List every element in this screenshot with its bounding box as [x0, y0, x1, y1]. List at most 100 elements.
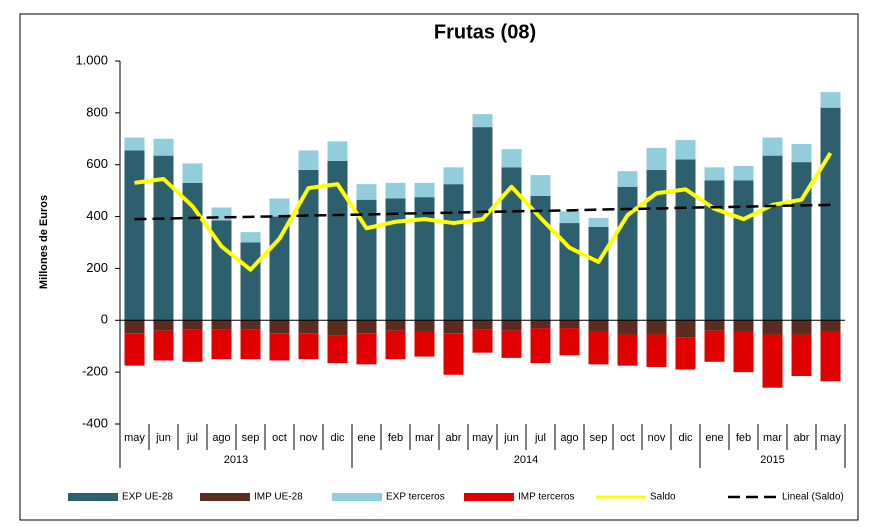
x-tick-label: may	[820, 432, 841, 444]
bar-segment	[298, 169, 319, 321]
x-tick-label: mar	[415, 432, 434, 444]
x-tick-label: nov	[648, 432, 666, 444]
bar-segment	[385, 320, 406, 331]
x-tick-label: ago	[212, 432, 230, 444]
bar-segment	[820, 320, 841, 332]
bar-segment	[559, 211, 580, 224]
bar-segment	[559, 223, 580, 321]
bar-segment	[791, 143, 812, 163]
bar-segment	[240, 242, 261, 321]
bar-segment	[791, 320, 812, 335]
bar-segment	[443, 320, 464, 334]
group-label: 2013	[224, 454, 248, 466]
bar-segment	[211, 220, 232, 321]
y-tick-label: 600	[86, 156, 108, 171]
bar-segment	[153, 330, 174, 361]
bar-segment	[501, 149, 522, 168]
bar-segment	[559, 320, 580, 329]
x-tick-label: feb	[388, 432, 403, 444]
x-tick-label: nov	[300, 432, 318, 444]
bar-segment	[356, 333, 377, 365]
bar-segment	[530, 175, 551, 196]
bar-segment	[501, 330, 522, 358]
bar-segment	[820, 331, 841, 382]
y-tick-label: 800	[86, 104, 108, 119]
y-tick-label: 400	[86, 208, 108, 223]
bar-segment	[530, 328, 551, 364]
line-series	[134, 203, 831, 221]
bar-segment	[733, 166, 754, 181]
group-label: 2014	[514, 454, 538, 466]
bar-segment	[704, 320, 725, 331]
legend-label: Lineal (Saldo)	[782, 492, 844, 503]
x-tick-label: jun	[503, 432, 519, 444]
line-series	[134, 151, 833, 272]
legend-swatch	[68, 493, 118, 501]
group-label: 2015	[760, 454, 784, 466]
bar-segment	[791, 334, 812, 377]
x-tick-label: may	[472, 432, 493, 444]
bar-segment	[530, 320, 551, 329]
bar-segment	[443, 333, 464, 375]
bar-segment	[762, 334, 783, 388]
bar-segment	[733, 331, 754, 373]
x-tick-label: ene	[357, 432, 375, 444]
x-tick-label: sep	[590, 432, 608, 444]
bar-segment	[211, 329, 232, 360]
x-tick-label: jun	[155, 432, 171, 444]
bar-segment	[704, 180, 725, 321]
bar-segment	[472, 329, 493, 353]
bar-segment	[646, 320, 667, 335]
bar-segment	[443, 184, 464, 321]
bar-segment	[124, 150, 145, 321]
bar-segment	[762, 155, 783, 321]
bar-segment	[240, 329, 261, 360]
bar-segment	[327, 141, 348, 161]
bar-segment	[269, 216, 290, 321]
y-tick-label: 200	[86, 260, 108, 275]
bar-segment	[327, 335, 348, 364]
y-tick-label: 0	[101, 312, 108, 327]
bar-segment	[675, 140, 696, 160]
x-tick-label: abr	[446, 432, 462, 444]
x-tick-label: oct	[620, 432, 635, 444]
bar-segment	[733, 320, 754, 332]
bar-segment	[182, 163, 203, 183]
bar-segment	[617, 171, 638, 187]
bar-segment	[385, 330, 406, 360]
x-tick-label: dic	[678, 432, 693, 444]
y-tick-label: -400	[82, 415, 108, 430]
bar-segment	[588, 320, 609, 332]
bar-segment	[385, 198, 406, 321]
x-tick-label: ago	[560, 432, 578, 444]
legend-swatch	[200, 493, 250, 501]
bar-segment	[588, 217, 609, 227]
bar-segment	[153, 155, 174, 321]
legend-label: Saldo	[650, 492, 676, 503]
bar-segment	[646, 334, 667, 367]
bar-segment	[443, 167, 464, 185]
bar-segment	[182, 320, 203, 330]
bar-segment	[414, 182, 435, 198]
bar-segment	[617, 320, 638, 335]
bar-segment	[559, 328, 580, 356]
x-tick-label: jul	[186, 432, 198, 444]
bar-segment	[675, 159, 696, 321]
bar-segment	[124, 137, 145, 151]
bar-segment	[356, 320, 377, 334]
x-tick-label: dic	[330, 432, 345, 444]
bar-segment	[501, 167, 522, 321]
bar-segment	[269, 198, 290, 217]
bar-segment	[414, 320, 435, 332]
x-tick-label: oct	[272, 432, 287, 444]
x-tick-label: may	[124, 432, 145, 444]
bar-segment	[153, 320, 174, 331]
y-axis-label: Millones de Euros	[38, 195, 50, 289]
bar-segment	[269, 320, 290, 334]
x-tick-label: feb	[736, 432, 751, 444]
bar-segment	[356, 199, 377, 321]
bar-segment	[820, 92, 841, 108]
bar-segment	[704, 330, 725, 362]
chart-title: Frutas (08)	[434, 21, 536, 43]
